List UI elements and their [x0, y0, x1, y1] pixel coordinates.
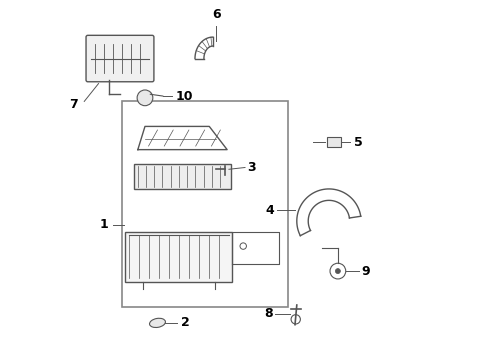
Circle shape [335, 269, 341, 274]
Bar [122, 102, 288, 307]
Bar [125, 232, 232, 282]
Text: 5: 5 [354, 136, 363, 149]
Text: 9: 9 [362, 265, 370, 278]
Text: 1: 1 [99, 218, 108, 231]
Text: 10: 10 [175, 90, 193, 103]
FancyBboxPatch shape [86, 35, 154, 82]
Text: 6: 6 [212, 8, 220, 21]
Ellipse shape [149, 318, 166, 328]
Text: 2: 2 [181, 316, 190, 329]
Text: 3: 3 [247, 161, 255, 174]
Bar [327, 138, 341, 148]
Bar [134, 164, 231, 189]
Circle shape [137, 90, 153, 106]
Text: 7: 7 [69, 99, 78, 112]
Text: 4: 4 [266, 204, 274, 217]
Text: 8: 8 [264, 307, 272, 320]
